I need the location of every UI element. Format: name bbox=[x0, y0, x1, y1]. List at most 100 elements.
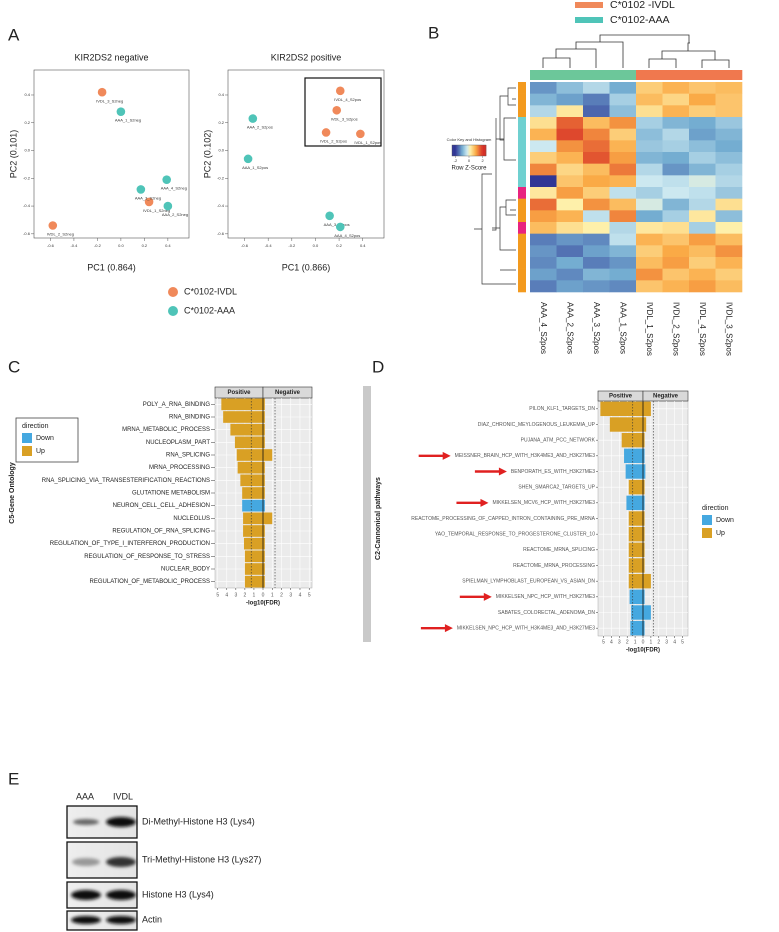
category-label: NUCLEOPLASM_PART bbox=[146, 440, 210, 446]
category-label: NEURON_CELL_CELL_ADHESION bbox=[113, 503, 210, 509]
legend-label: C*0102 -IVDL bbox=[610, 0, 675, 11]
x-tick-label: -0.2 bbox=[94, 243, 102, 248]
legend-swatch bbox=[575, 17, 603, 23]
x-tick-label: 1 bbox=[253, 592, 256, 598]
blot-label: Di-Methyl-Histone H3 (Lys4) bbox=[142, 816, 255, 826]
category-label: PILON_KLF1_TARGETS_DN bbox=[529, 406, 595, 412]
row-side-color bbox=[518, 82, 526, 94]
heatmap-cell bbox=[609, 163, 637, 176]
heatmap-cell bbox=[609, 82, 637, 94]
y-tick-label: -0.2 bbox=[217, 175, 225, 180]
bar bbox=[263, 411, 265, 423]
heatmap-cell bbox=[636, 222, 663, 234]
category-label: RNA_BINDING bbox=[169, 415, 210, 421]
point bbox=[248, 114, 258, 123]
heatmap-cell bbox=[636, 140, 663, 153]
column-label: IVDL_3_S2pos bbox=[725, 302, 734, 356]
heatmap-cell bbox=[583, 93, 610, 106]
blot-label: Tri-Methyl-Histone H3 (Lys27) bbox=[142, 854, 261, 864]
x-tick-label: 5 bbox=[308, 592, 311, 598]
bar bbox=[263, 563, 265, 575]
x-tick-label: 1 bbox=[650, 639, 653, 645]
heatmap-cell bbox=[689, 140, 716, 153]
heatmap-cell bbox=[556, 105, 584, 118]
heatmap-cell bbox=[662, 187, 690, 199]
bar bbox=[263, 575, 265, 588]
plot-title: KIR2DS2 positive bbox=[271, 52, 342, 62]
row-side-color bbox=[518, 152, 526, 164]
heatmap-cell bbox=[662, 93, 690, 106]
band bbox=[72, 858, 100, 866]
heatmap-cell bbox=[583, 117, 610, 129]
point-label: AAA_2_S2pos bbox=[247, 125, 273, 130]
x-tick-label: 0 bbox=[642, 639, 645, 645]
lane-label: AAA bbox=[76, 791, 94, 801]
row-side-color bbox=[518, 93, 526, 106]
bar bbox=[263, 398, 265, 411]
lane-label: IVDL bbox=[113, 791, 133, 801]
color-key-swatch bbox=[469, 145, 471, 156]
row-side-color bbox=[518, 163, 526, 176]
heatmap-cell bbox=[609, 117, 637, 129]
band bbox=[106, 817, 136, 827]
highlight-arrowhead bbox=[480, 498, 489, 507]
bar bbox=[244, 575, 263, 588]
heatmap-cell bbox=[689, 93, 716, 106]
color-key-swatch bbox=[470, 145, 472, 156]
bar bbox=[263, 499, 265, 512]
band bbox=[106, 916, 136, 924]
heatmap-cell bbox=[636, 257, 663, 269]
row-side-color bbox=[518, 222, 526, 234]
heatmap-cell bbox=[609, 175, 637, 188]
heatmap-cell bbox=[636, 245, 663, 258]
heatmap-cell bbox=[662, 140, 690, 153]
y-tick-label: 0.0 bbox=[218, 148, 224, 153]
row-side-color bbox=[518, 198, 526, 211]
highlight-box bbox=[304, 77, 382, 147]
point bbox=[243, 154, 253, 164]
x-tick-label: 5 bbox=[602, 639, 605, 645]
category-label: RNA_SPLICING_VIA_TRANSESTERIFICATION_REA… bbox=[42, 478, 210, 484]
color-key-swatch bbox=[457, 145, 460, 156]
heatmap-cell bbox=[530, 222, 557, 234]
point-label: AAA_1_S2neg bbox=[115, 118, 141, 123]
heatmap-cell bbox=[583, 257, 610, 269]
legend-swatch bbox=[702, 528, 712, 538]
heatmap-cell bbox=[530, 257, 557, 269]
row-side-color bbox=[518, 280, 526, 293]
bar bbox=[600, 401, 643, 417]
color-key-swatch bbox=[475, 145, 478, 156]
x-tick-label: -0.4 bbox=[70, 243, 78, 248]
bar bbox=[643, 432, 645, 448]
x-tick-label: 3 bbox=[618, 639, 621, 645]
heatmap-cell bbox=[662, 222, 690, 234]
legend-label: Up bbox=[716, 530, 725, 537]
facet-label: Negative bbox=[275, 390, 301, 396]
heatmap-cell bbox=[636, 128, 663, 141]
bar bbox=[230, 423, 263, 436]
bar bbox=[628, 526, 643, 542]
point bbox=[136, 185, 146, 194]
heatmap-cell bbox=[636, 280, 663, 293]
color-key-tick-label: -2 bbox=[454, 158, 458, 163]
heatmap-cell bbox=[689, 105, 716, 118]
heatmap-cell bbox=[715, 257, 743, 269]
category-label: YAO_TEMPORAL_RESPONSE_TO_PROGESTERONE_CL… bbox=[435, 531, 595, 537]
bar bbox=[234, 436, 263, 449]
x-tick-label: -0.6 bbox=[47, 243, 55, 248]
point bbox=[332, 105, 342, 115]
heatmap-cell bbox=[715, 198, 743, 211]
color-key-swatch bbox=[483, 145, 486, 156]
row-side-color bbox=[518, 257, 526, 269]
y-tick-label: 0.4 bbox=[218, 92, 224, 97]
heatmap-cell bbox=[715, 93, 743, 106]
bar bbox=[643, 558, 645, 573]
heatmap-cell bbox=[556, 210, 584, 223]
category-label: PUJANA_ATM_PCC_NETWORK bbox=[521, 437, 596, 443]
heatmap-cell bbox=[530, 187, 557, 199]
band bbox=[106, 857, 136, 867]
color-key-swatch bbox=[474, 145, 477, 156]
point-label: AAA_3_S2neg bbox=[135, 195, 161, 200]
column-label: AAA_2_S2pos bbox=[566, 302, 575, 354]
bar bbox=[609, 417, 643, 432]
